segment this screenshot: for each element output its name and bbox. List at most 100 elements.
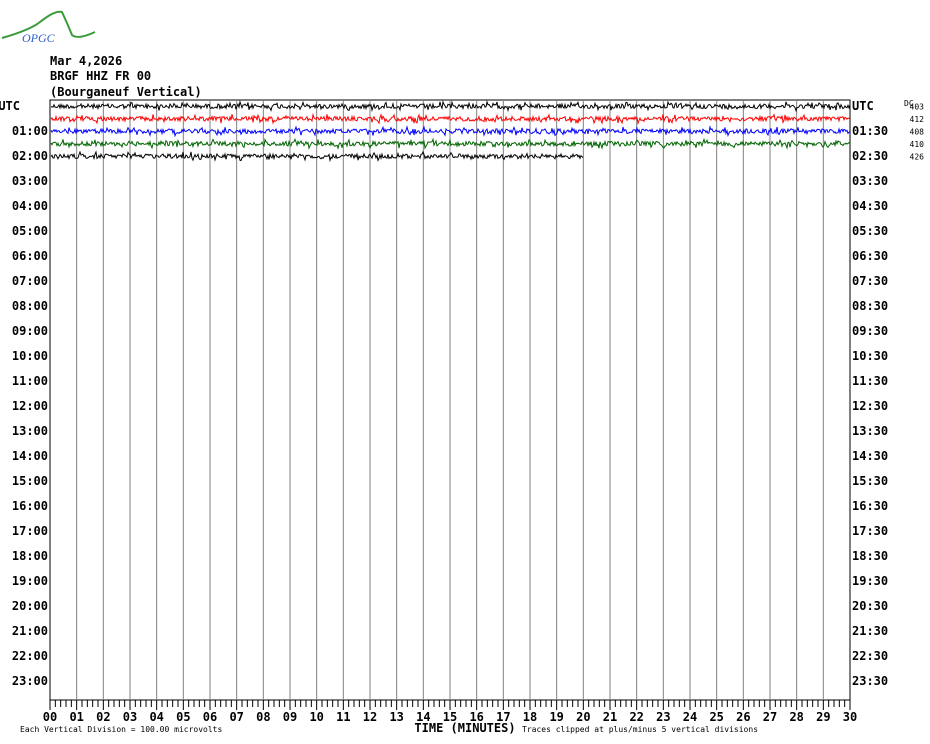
x-tick-label: 14 (416, 710, 430, 724)
left-hour-label: 04:00 (12, 199, 48, 213)
x-tick-label: 30 (843, 710, 857, 724)
right-hour-label: 18:30 (852, 549, 888, 563)
x-tick-label: 28 (789, 710, 803, 724)
left-hour-label: 18:00 (12, 549, 48, 563)
dc-value: 426 (910, 152, 925, 161)
right-hour-label: 21:30 (852, 624, 888, 638)
left-hour-label: 02:00 (12, 149, 48, 163)
left-hour-label: 09:00 (12, 324, 48, 338)
location: (Bourganeuf Vertical) (50, 85, 202, 99)
right-hour-label: 09:30 (852, 324, 888, 338)
left-hour-label: UTC (0, 99, 20, 113)
left-hour-label: 03:00 (12, 174, 48, 188)
left-hour-label: 14:00 (12, 449, 48, 463)
x-tick-label: 21 (603, 710, 617, 724)
left-hour-label: 16:00 (12, 499, 48, 513)
right-hour-label: 13:30 (852, 424, 888, 438)
x-tick-label: 23 (656, 710, 670, 724)
x-tick-label: 04 (149, 710, 163, 724)
right-hour-label: 07:30 (852, 274, 888, 288)
x-tick-label: 07 (229, 710, 243, 724)
clip-note: Traces clipped at plus/minus 5 vertical … (522, 725, 759, 734)
right-hour-label: 10:30 (852, 349, 888, 363)
left-hour-label: 23:00 (12, 674, 48, 688)
right-hour-label: 12:30 (852, 399, 888, 413)
x-tick-label: 26 (736, 710, 750, 724)
right-hour-label: 01:30 (852, 124, 888, 138)
seismic-trace (50, 137, 851, 150)
left-hour-label: 12:00 (12, 399, 48, 413)
svg-text:OPGC: OPGC (22, 31, 56, 45)
x-tick-label: 17 (496, 710, 510, 724)
left-hour-label: 15:00 (12, 474, 48, 488)
x-tick-label: 24 (683, 710, 697, 724)
station: BRGF HHZ FR 00 (50, 69, 152, 83)
dc-value: 410 (910, 140, 925, 149)
x-axis-label: TIME (MINUTES) (414, 721, 515, 735)
right-hour-label: UTC (852, 99, 874, 113)
right-hour-label: 11:30 (852, 374, 888, 388)
x-tick-label: 06 (203, 710, 217, 724)
x-tick-label: 11 (336, 710, 350, 724)
left-hour-label: 10:00 (12, 349, 48, 363)
seismic-trace (50, 112, 851, 126)
dc-value: 412 (910, 115, 925, 124)
left-hour-label: 11:00 (12, 374, 48, 388)
dc-label: DC (904, 99, 914, 108)
x-tick-label: 03 (123, 710, 137, 724)
right-hour-label: 14:30 (852, 449, 888, 463)
scale-note: Each Vertical Division = 100.00 microvol… (20, 725, 223, 734)
x-tick-label: 01 (69, 710, 83, 724)
left-hour-label: 05:00 (12, 224, 48, 238)
right-hour-label: 20:30 (852, 599, 888, 613)
x-tick-label: 19 (549, 710, 563, 724)
x-tick-label: 27 (763, 710, 777, 724)
dc-value: 403 (910, 102, 925, 111)
right-hour-label: 23:30 (852, 674, 888, 688)
left-hour-label: 19:00 (12, 574, 48, 588)
x-tick-label: 00 (43, 710, 57, 724)
seismic-trace (50, 150, 584, 163)
left-hour-label: 08:00 (12, 299, 48, 313)
x-tick-label: 08 (256, 710, 270, 724)
seismic-trace (50, 99, 851, 113)
x-tick-label: 12 (363, 710, 377, 724)
x-tick-label: 16 (469, 710, 483, 724)
right-hour-label: 17:30 (852, 524, 888, 538)
x-tick-label: 15 (443, 710, 457, 724)
x-tick-label: 02 (96, 710, 110, 724)
right-hour-label: 15:30 (852, 474, 888, 488)
left-hour-label: 17:00 (12, 524, 48, 538)
right-hour-label: 08:30 (852, 299, 888, 313)
logo: OPGC (1, 10, 96, 45)
x-tick-label: 22 (629, 710, 643, 724)
right-hour-label: 05:30 (852, 224, 888, 238)
left-hour-label: 06:00 (12, 249, 48, 263)
dc-value: 408 (910, 127, 925, 136)
x-tick-label: 18 (523, 710, 537, 724)
right-hour-label: 02:30 (852, 149, 888, 163)
right-hour-label: 04:30 (852, 199, 888, 213)
right-hour-label: 03:30 (852, 174, 888, 188)
x-tick-label: 10 (309, 710, 323, 724)
x-tick-label: 05 (176, 710, 190, 724)
right-hour-label: 22:30 (852, 649, 888, 663)
left-hour-label: 20:00 (12, 599, 48, 613)
left-hour-label: 21:00 (12, 624, 48, 638)
right-hour-label: 06:30 (852, 249, 888, 263)
left-hour-label: 07:00 (12, 274, 48, 288)
left-hour-label: 13:00 (12, 424, 48, 438)
right-hour-label: 19:30 (852, 574, 888, 588)
date: Mar 4,2026 (50, 54, 123, 68)
x-tick-label: 29 (816, 710, 830, 724)
seismic-trace (50, 125, 851, 138)
left-hour-label: 22:00 (12, 649, 48, 663)
x-tick-label: 25 (709, 710, 723, 724)
x-tick-label: 09 (283, 710, 297, 724)
left-hour-label: 01:00 (12, 124, 48, 138)
right-hour-label: 16:30 (852, 499, 888, 513)
x-tick-label: 13 (389, 710, 403, 724)
x-tick-label: 20 (576, 710, 590, 724)
